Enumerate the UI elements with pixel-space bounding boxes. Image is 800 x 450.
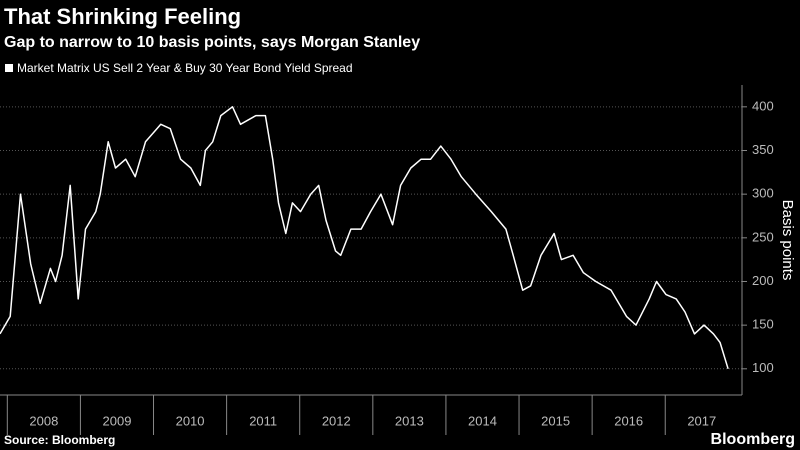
y-tick-label: 150 xyxy=(752,317,774,332)
x-tick-label: 2016 xyxy=(614,413,643,428)
x-tick-label: 2008 xyxy=(29,413,58,428)
y-axis-label: Basis points xyxy=(779,200,796,281)
x-tick-label: 2009 xyxy=(103,413,132,428)
line xyxy=(0,106,729,370)
legend-label: Market Matrix US Sell 2 Year & Buy 30 Ye… xyxy=(17,61,353,75)
chart-subtitle: Gap to narrow to 10 basis points, says M… xyxy=(4,34,420,51)
y-tick-label: 100 xyxy=(752,360,774,375)
x-tick-label: 2012 xyxy=(322,413,351,428)
y-tick-label: 300 xyxy=(752,186,774,201)
chart-title: That Shrinking Feeling xyxy=(4,4,241,29)
x-tick-label: 2010 xyxy=(176,413,205,428)
x-tick-label: 2015 xyxy=(541,413,570,428)
y-tick-label: 350 xyxy=(752,142,774,157)
x-tick-label: 2011 xyxy=(249,413,277,428)
brand: Bloomberg xyxy=(711,431,795,448)
x-tick-label: 2014 xyxy=(468,413,497,428)
y-tick-label: 200 xyxy=(752,273,774,288)
y-tick-label: 250 xyxy=(752,229,774,244)
x-tick-label: 2017 xyxy=(687,413,716,428)
x-tick-label: 2013 xyxy=(395,413,424,428)
y-tick-label: 400 xyxy=(752,98,774,113)
legend-swatch xyxy=(5,64,13,72)
source: Source: Bloomberg xyxy=(4,433,115,447)
